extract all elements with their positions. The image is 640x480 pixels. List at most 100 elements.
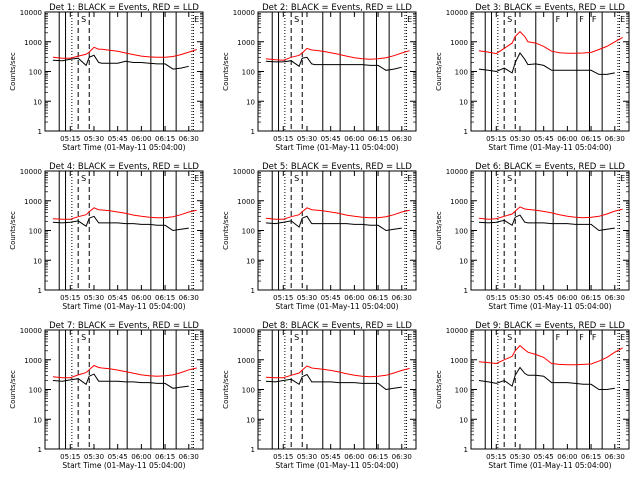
x-tick-label: 06:15: [155, 294, 175, 302]
x-tick-label: 06:15: [581, 135, 601, 143]
y-tick-label: 1: [464, 287, 468, 295]
y-tick-label: 10: [246, 98, 255, 106]
y-tick-label: 10000: [233, 327, 255, 335]
y-tick-label: 100: [242, 228, 255, 236]
marker-s-label: S: [294, 174, 299, 183]
y-tick-label: 1000: [237, 39, 255, 47]
x-tick-label: 06:30: [392, 135, 412, 143]
x-tick-label: 05:30: [297, 294, 317, 302]
panel-title: Det 9: BLACK = Events, RED = LLD: [475, 321, 625, 331]
x-axis-title: Start Time (01-May-11 05:04:00): [488, 461, 611, 470]
y-axis-title: Counts/sec: [9, 52, 17, 91]
marker-f-label: F: [556, 15, 561, 24]
marker-s-label: S: [294, 333, 299, 342]
x-tick-label: 06:00: [557, 453, 577, 461]
y-tick-label: 100: [242, 69, 255, 77]
x-axis-title: Start Time (01-May-11 05:04:00): [275, 143, 398, 152]
x-tick-label: 05:30: [297, 453, 317, 461]
events-series-line: [478, 52, 615, 75]
x-axis-title: Start Time (01-May-11 05:04:00): [62, 143, 185, 152]
x-tick-label: 05:30: [84, 294, 104, 302]
lld-series-line: [52, 207, 197, 220]
x-tick-label: 06:00: [131, 453, 151, 461]
y-tick-label: 100: [455, 228, 468, 236]
lld-series-line: [478, 344, 623, 366]
marker-e-label: E: [194, 15, 199, 24]
panel-title: Det 1: BLACK = Events, RED = LLD: [49, 3, 199, 13]
y-tick-label: 1: [251, 446, 255, 454]
x-tick-label: 06:15: [155, 453, 175, 461]
y-axis-title: Counts/sec: [435, 211, 443, 250]
y-axis-title: Counts/sec: [9, 370, 17, 409]
x-tick-label: 06:00: [557, 294, 577, 302]
x-tick-label: 05:30: [84, 135, 104, 143]
y-tick-label: 1: [251, 287, 255, 295]
plot-frame: [44, 11, 204, 132]
x-axis-title: Start Time (01-May-11 05:04:00): [275, 302, 398, 311]
y-tick-label: 10: [246, 416, 255, 424]
detector-panel-1: Det 1: BLACK = Events, RED = LLD 1 10 100 10…: [9, 3, 204, 152]
x-tick-label: 06:30: [605, 453, 625, 461]
x-tick-label: 05:15: [273, 135, 293, 143]
plot-frame: [44, 170, 204, 291]
marker-e-label: E: [620, 174, 625, 183]
x-tick-label: 05:45: [321, 294, 341, 302]
marker-f-label: F: [592, 333, 597, 342]
detector-panel-4: Det 4: BLACK = Events, RED = LLD 1 10 100 10…: [9, 162, 204, 311]
detector-panel-9: Det 9: BLACK = Events, RED = LLD 1 10 100 10…: [435, 321, 630, 470]
x-tick-label: 06:00: [344, 135, 364, 143]
x-tick-label: 05:15: [486, 135, 506, 143]
detector-panel-8: Det 8: BLACK = Events, RED = LLD 1 10 100 10…: [222, 321, 417, 470]
y-tick-label: 1: [38, 128, 42, 136]
plot-frame: [470, 170, 630, 291]
y-axis-title: Counts/sec: [222, 211, 230, 250]
y-tick-label: 10000: [233, 9, 255, 17]
detector-panel-3: Det 3: BLACK = Events, RED = LLD 1 10 100 10…: [435, 3, 630, 152]
marker-s-label: S: [81, 15, 86, 24]
marker-e-label: E: [407, 333, 412, 342]
x-tick-label: 05:45: [321, 135, 341, 143]
detector-panel-2: Det 2: BLACK = Events, RED = LLD 1 10 100 10…: [222, 3, 417, 152]
y-tick-label: 100: [29, 228, 42, 236]
x-axis-title: Start Time (01-May-11 05:04:00): [488, 302, 611, 311]
x-tick-label: 05:15: [273, 453, 293, 461]
events-series-line: [478, 366, 615, 390]
x-tick-label: 06:00: [344, 294, 364, 302]
y-tick-label: 1000: [237, 357, 255, 365]
y-tick-label: 1: [251, 128, 255, 136]
lld-series-line: [478, 30, 623, 55]
marker-e-label: E: [407, 15, 412, 24]
marker-f-label: F: [592, 15, 597, 24]
x-tick-label: 06:30: [179, 453, 199, 461]
y-tick-label: 1: [464, 446, 468, 454]
plot-frame: [44, 329, 204, 450]
x-tick-label: 05:30: [510, 453, 530, 461]
marker-e-label: E: [194, 174, 199, 183]
y-tick-label: 10000: [20, 327, 42, 335]
x-tick-label: 06:30: [605, 135, 625, 143]
y-tick-label: 10: [246, 257, 255, 265]
marker-s-label: S: [507, 174, 512, 183]
lld-series-line: [52, 46, 197, 59]
x-tick-label: 05:15: [486, 453, 506, 461]
x-tick-label: 05:45: [534, 294, 554, 302]
panel-title: Det 5: BLACK = Events, RED = LLD: [262, 162, 412, 172]
y-tick-label: 10: [33, 257, 42, 265]
y-tick-label: 10000: [20, 168, 42, 176]
x-tick-label: 06:30: [179, 135, 199, 143]
events-series-line: [265, 373, 402, 391]
x-tick-label: 06:00: [131, 294, 151, 302]
panel-title: Det 4: BLACK = Events, RED = LLD: [49, 162, 199, 172]
y-tick-label: 100: [242, 387, 255, 395]
panel-title: Det 7: BLACK = Events, RED = LLD: [49, 321, 199, 331]
panel-title: Det 6: BLACK = Events, RED = LLD: [475, 162, 625, 172]
y-tick-label: 1000: [24, 198, 42, 206]
x-tick-label: 05:45: [534, 453, 554, 461]
marker-e-label: E: [407, 174, 412, 183]
lld-series-line: [478, 206, 623, 220]
y-tick-label: 10000: [233, 168, 255, 176]
lld-series-line: [265, 365, 410, 379]
y-axis-title: Counts/sec: [435, 52, 443, 91]
marker-f-label: F: [579, 15, 584, 24]
x-tick-label: 06:15: [581, 453, 601, 461]
